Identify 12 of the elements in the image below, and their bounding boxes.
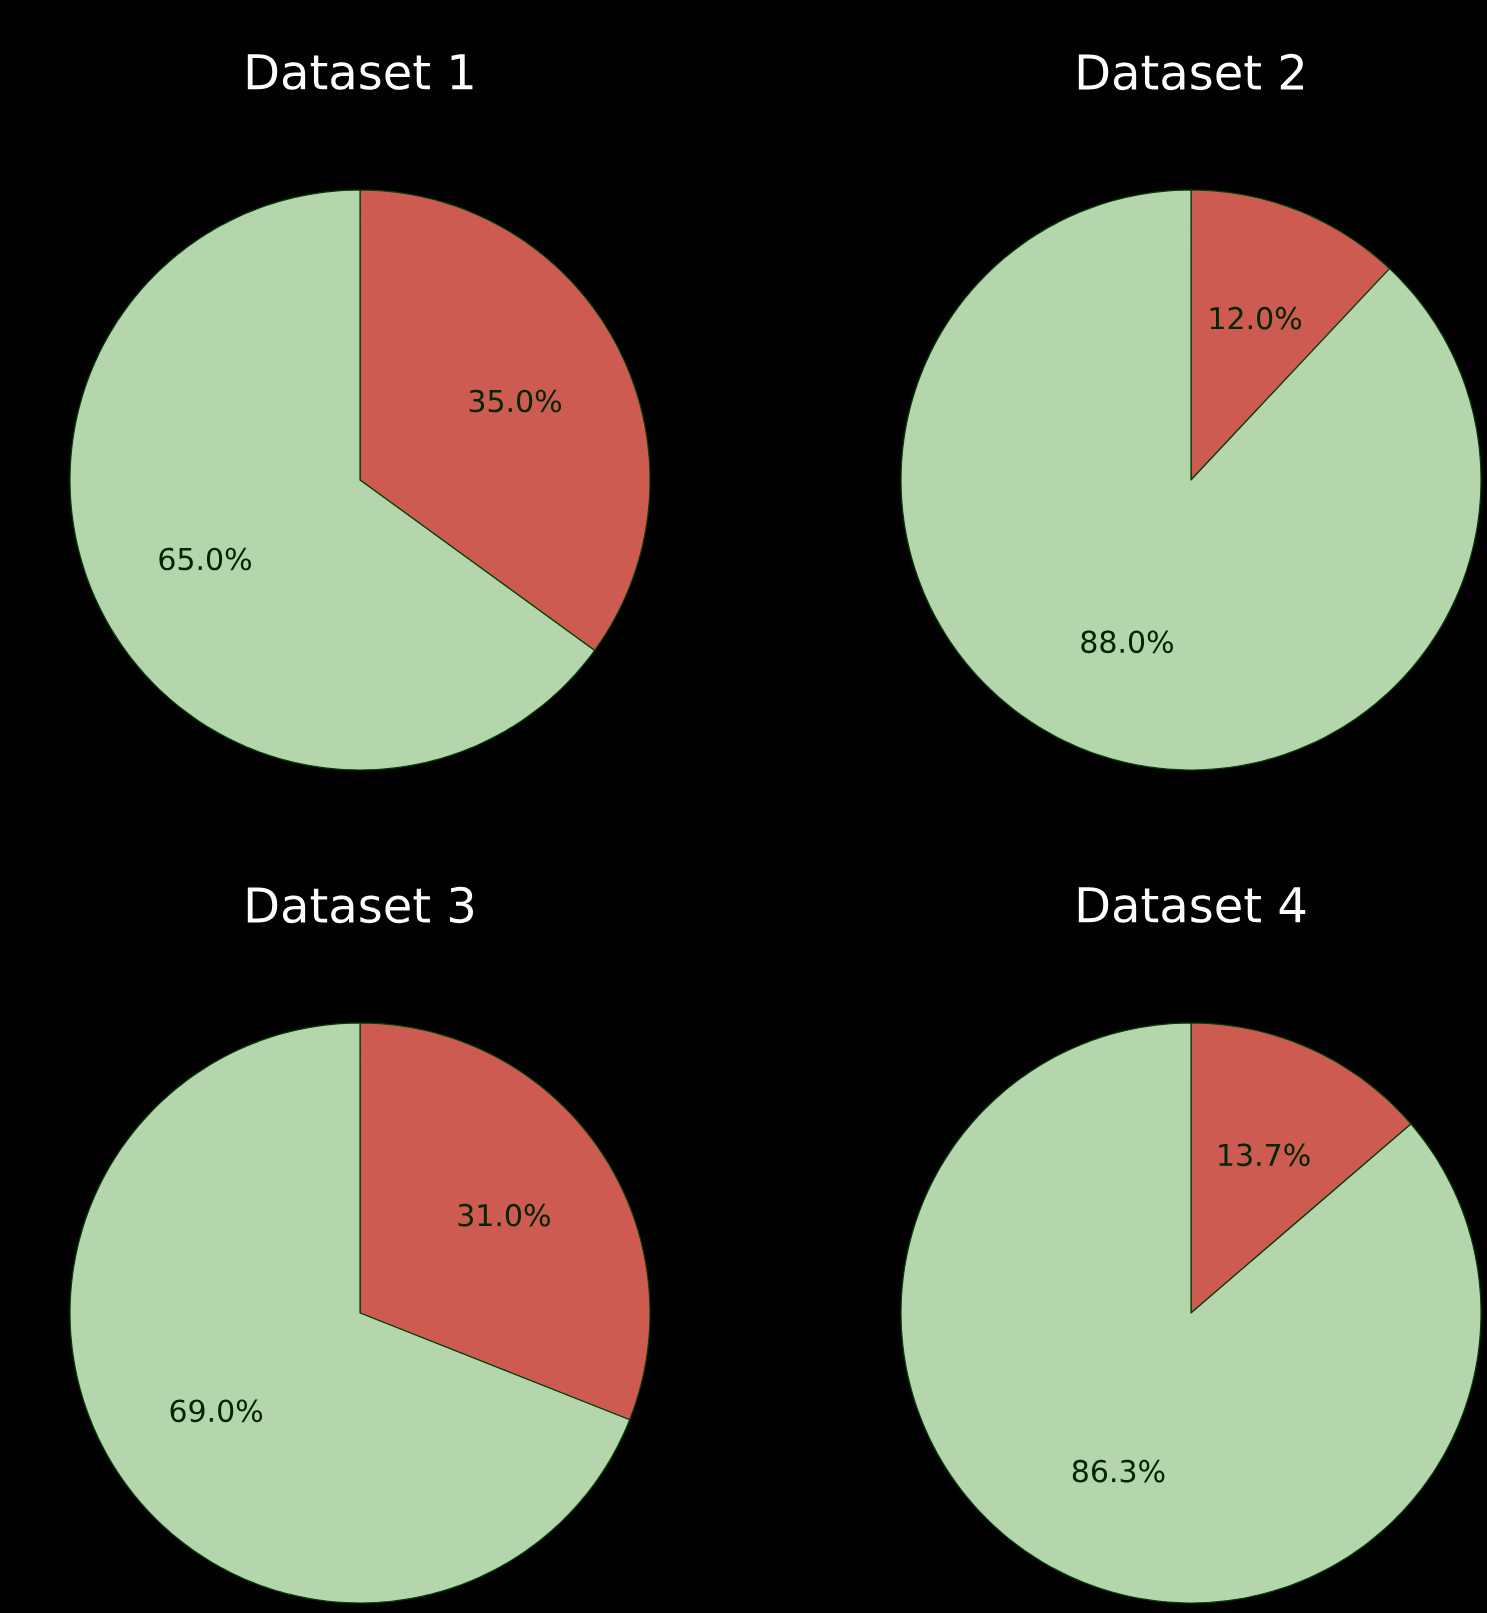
chart-title: Dataset 1 (247, 54, 473, 90)
data-label: 13.7% (1219, 1143, 1310, 1167)
chart-title: Dataset 2 (1078, 53, 1304, 91)
data-label: 86.3% (1072, 1459, 1165, 1483)
data-label: 65.0% (159, 547, 251, 571)
data-label: 12.0% (1210, 306, 1302, 330)
chart-title: Dataset 3 (247, 886, 473, 924)
data-label: 31.0% (458, 1203, 550, 1227)
data-label: 69.0% (170, 1399, 263, 1423)
data-label: 88.0% (1081, 630, 1173, 654)
data-label: 35.0% (469, 389, 562, 413)
chart-title: Dataset 4 (1078, 887, 1306, 923)
